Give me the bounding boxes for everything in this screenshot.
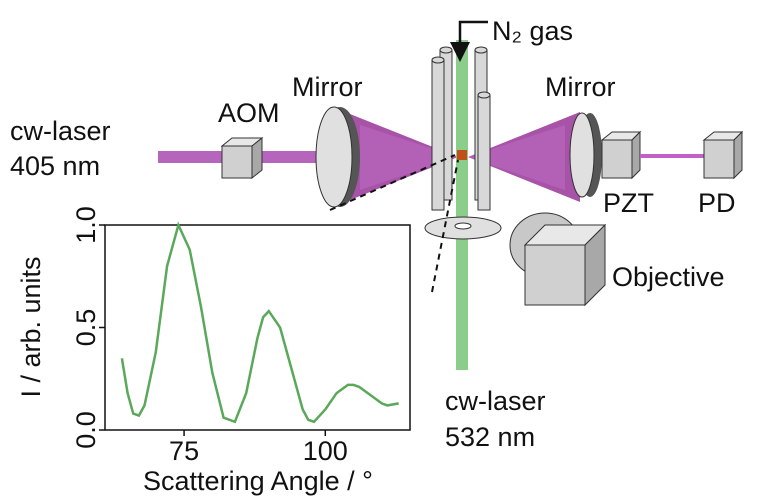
label: PD [698,188,736,218]
label: Mirror [292,72,362,102]
x-axis-label: Scattering Angle / ° [143,466,373,496]
label: 532 nm [445,422,535,452]
y-axis-label: I / arb. units [16,256,46,397]
beam-532 [456,40,468,370]
view-lines [329,154,459,293]
y-tick-label: 0.5 [71,309,101,347]
label: Mirror [545,72,615,102]
aom-cube [220,136,264,180]
pzt-box [600,130,642,180]
mirror-right-shape [569,112,602,198]
electrode-rods [431,46,491,211]
label: AOM [218,98,280,128]
ring-hole [454,222,472,230]
label: Objective [612,262,725,292]
gas-arrow [450,20,488,62]
objective-shape [509,212,607,307]
label: 405 nm [10,151,100,181]
cone-left-inner [360,125,458,190]
data-line [120,221,399,424]
y-tick-label: 1.0 [71,206,101,244]
label: PZT [603,188,654,218]
plot-frame [104,224,411,431]
label: cw-laser [445,386,546,416]
beam-thin [640,154,706,158]
x-tick-label: 75 [169,436,199,466]
label: N₂ gas [492,16,573,46]
cone-right-inner [468,125,565,190]
particle [457,150,467,160]
label: cw-laser [10,116,111,146]
x-tick-label: 100 [303,436,348,466]
mirror-left-shape [315,106,360,208]
pd-box [702,130,744,180]
y-tick-label: 0.0 [71,411,101,449]
